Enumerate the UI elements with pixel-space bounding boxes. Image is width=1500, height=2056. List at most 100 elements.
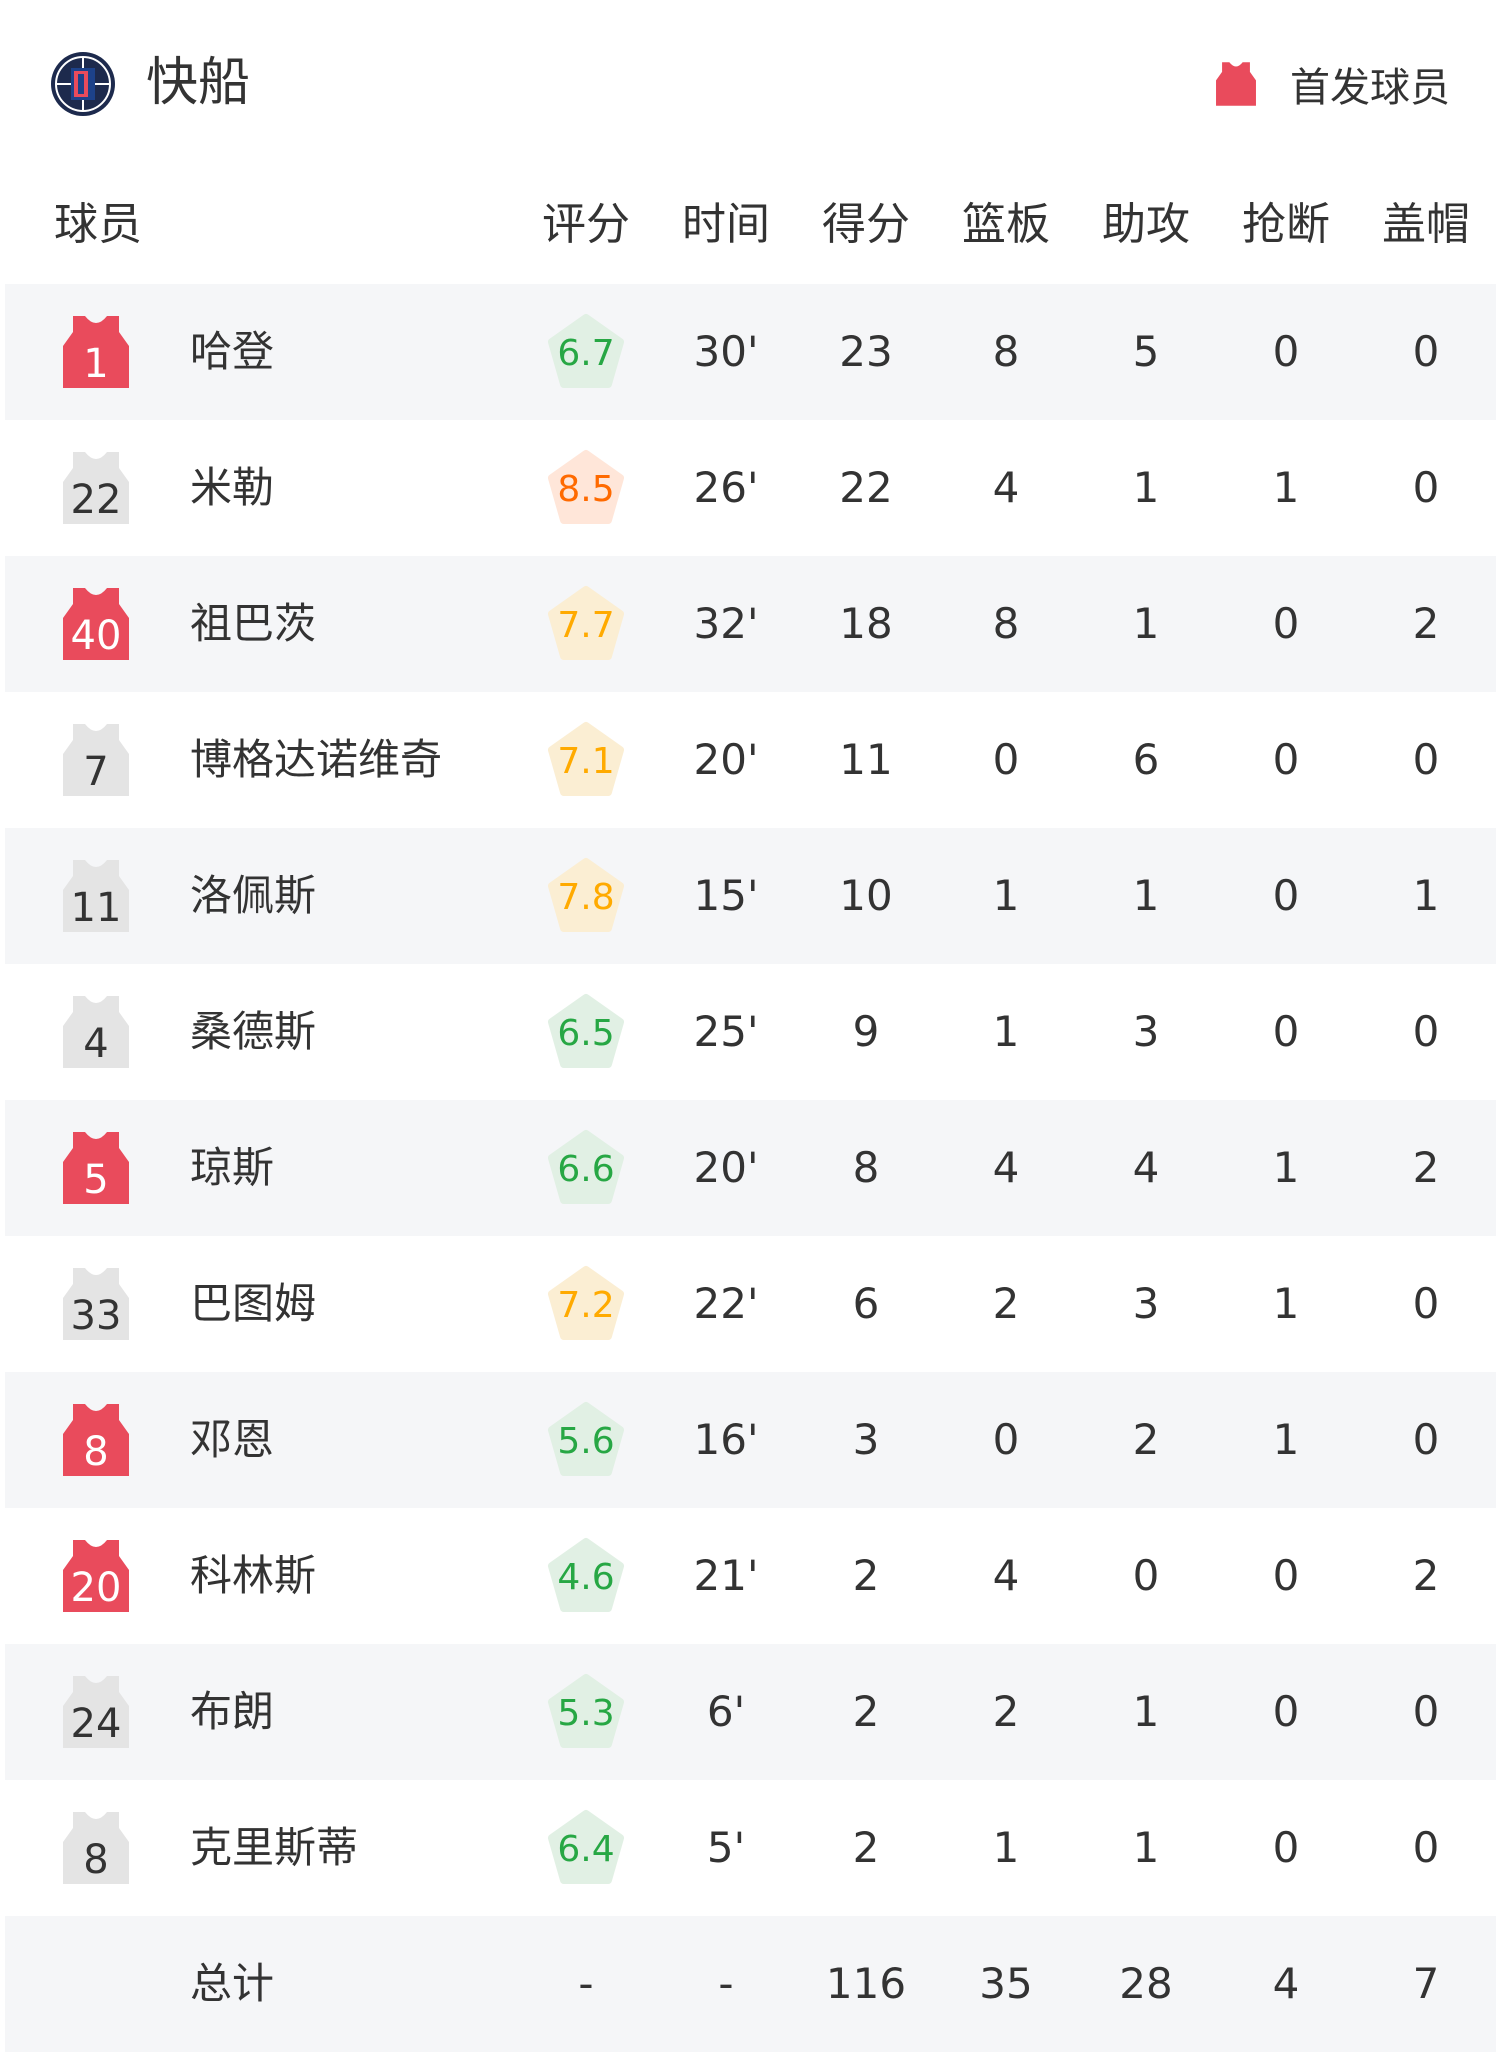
stat-points: 10 <box>839 871 893 920</box>
rating-value: 6.7 <box>557 333 615 374</box>
stat-blocks: 0 <box>1412 1687 1440 1736</box>
player-name[interactable]: 洛佩斯 <box>190 871 317 920</box>
stat-blocks: 0 <box>1412 327 1440 376</box>
player-row[interactable]: 4 桑德斯 6.5 25' 9 1 3 0 0 <box>5 964 1496 1100</box>
stat-points: 2 <box>852 1551 880 1600</box>
stat-points: 8 <box>852 1143 880 1192</box>
player-name[interactable]: 米勒 <box>190 463 275 512</box>
jersey-number: 33 <box>70 1293 122 1339</box>
bench-jersey-icon: 4 <box>61 994 131 1070</box>
starter-jersey-icon: 5 <box>61 1130 131 1206</box>
stat-minutes: 20' <box>693 1143 759 1192</box>
rating-value: 8.5 <box>557 469 615 510</box>
rating-badge: 5.6 <box>546 1400 626 1480</box>
stat-blocks: 2 <box>1412 1143 1440 1192</box>
rating-value: 6.6 <box>557 1149 615 1190</box>
stat-minutes: 32' <box>693 599 759 648</box>
player-row[interactable]: 7 博格达诺维奇 7.1 20' 11 0 6 0 0 <box>5 692 1496 828</box>
player-name[interactable]: 祖巴茨 <box>190 599 317 648</box>
clippers-logo-icon <box>51 52 115 116</box>
red-jersey-icon <box>1216 62 1256 106</box>
jersey-number: 24 <box>70 1701 122 1747</box>
stat-assists: 5 <box>1132 327 1160 376</box>
player-row[interactable]: 40 祖巴茨 7.7 32' 18 8 1 0 2 <box>5 556 1496 692</box>
jersey-number: 5 <box>83 1157 109 1203</box>
stat-rebounds: 0 <box>992 735 1020 784</box>
stat-minutes: 20' <box>693 735 759 784</box>
player-name[interactable]: 琼斯 <box>190 1143 275 1192</box>
player-name[interactable]: 哈登 <box>190 327 275 376</box>
stat-steals: 0 <box>1272 327 1300 376</box>
player-row[interactable]: 1 哈登 6.7 30' 23 8 5 0 0 <box>5 284 1496 420</box>
jersey-number: 8 <box>83 1837 109 1883</box>
bench-jersey-icon: 24 <box>61 1674 131 1750</box>
player-row[interactable]: 8 克里斯蒂 6.4 5' 2 1 1 0 0 <box>5 1780 1496 1916</box>
column-header-minutes: 时间 <box>682 199 770 250</box>
stat-blocks: 2 <box>1412 1551 1440 1600</box>
stat-points: 22 <box>839 463 893 512</box>
rating-badge: 8.5 <box>546 448 626 528</box>
starter-jersey-icon: 1 <box>61 314 131 390</box>
rating-value: 6.4 <box>557 1829 615 1870</box>
stat-rebounds: 4 <box>992 463 1020 512</box>
column-header-player: 球员 <box>54 199 142 250</box>
player-row[interactable]: 22 米勒 8.5 26' 22 4 1 1 0 <box>5 420 1496 556</box>
jersey-number: 1 <box>83 341 109 387</box>
rating-value: 6.5 <box>557 1013 615 1054</box>
rating-value: 7.2 <box>557 1285 615 1326</box>
rating-value: 5.3 <box>557 1693 615 1734</box>
rating-badge: 6.4 <box>546 1808 626 1888</box>
total-rating: - <box>578 1959 594 2008</box>
stat-minutes: 25' <box>693 1007 759 1056</box>
rating-value: 7.1 <box>557 741 615 782</box>
jersey-number: 8 <box>83 1429 109 1475</box>
stat-points: 9 <box>852 1007 880 1056</box>
jersey-number: 4 <box>83 1021 109 1067</box>
jersey-number: 22 <box>70 477 122 523</box>
player-name[interactable]: 巴图姆 <box>190 1279 317 1328</box>
starter-legend-label: 首发球员 <box>1290 65 1450 111</box>
starter-legend: 首发球员 <box>1214 56 1450 112</box>
stat-steals: 0 <box>1272 1551 1300 1600</box>
rating-value: 5.6 <box>557 1421 615 1462</box>
player-row[interactable]: 5 琼斯 6.6 20' 8 4 4 1 2 <box>5 1100 1496 1236</box>
stat-minutes: 16' <box>693 1415 759 1464</box>
stat-points: 2 <box>852 1823 880 1872</box>
stat-rebounds: 4 <box>992 1551 1020 1600</box>
player-row[interactable]: 33 巴图姆 7.2 22' 6 2 3 1 0 <box>5 1236 1496 1372</box>
stat-assists: 2 <box>1132 1415 1160 1464</box>
player-name[interactable]: 博格达诺维奇 <box>190 735 443 784</box>
stat-blocks: 0 <box>1412 1279 1440 1328</box>
stat-points: 6 <box>852 1279 880 1328</box>
stat-rebounds: 8 <box>992 327 1020 376</box>
stat-steals: 0 <box>1272 1823 1300 1872</box>
stat-steals: 1 <box>1272 463 1300 512</box>
player-row[interactable]: 11 洛佩斯 7.8 15' 10 1 1 0 1 <box>5 828 1496 964</box>
stat-assists: 4 <box>1132 1143 1160 1192</box>
stat-points: 2 <box>852 1687 880 1736</box>
stat-rebounds: 1 <box>992 1823 1020 1872</box>
player-row[interactable]: 8 邓恩 5.6 16' 3 0 2 1 0 <box>5 1372 1496 1508</box>
stat-blocks: 0 <box>1412 463 1440 512</box>
total-assists: 28 <box>1119 1959 1173 2008</box>
stat-steals: 0 <box>1272 1687 1300 1736</box>
player-name[interactable]: 桑德斯 <box>190 1007 317 1056</box>
stat-blocks: 2 <box>1412 599 1440 648</box>
player-name[interactable]: 克里斯蒂 <box>190 1823 359 1872</box>
player-name[interactable]: 布朗 <box>190 1687 275 1736</box>
column-header-steals: 抢断 <box>1242 199 1330 250</box>
stat-assists: 1 <box>1132 463 1160 512</box>
player-row[interactable]: 20 科林斯 4.6 21' 2 4 0 0 2 <box>5 1508 1496 1644</box>
total-rebounds: 35 <box>979 1959 1033 2008</box>
player-name[interactable]: 邓恩 <box>190 1415 275 1464</box>
total-minutes: - <box>718 1959 734 2008</box>
stat-steals: 1 <box>1272 1279 1300 1328</box>
total-points: 116 <box>825 1959 907 2008</box>
rating-badge: 7.7 <box>546 584 626 664</box>
stat-assists: 1 <box>1132 1687 1160 1736</box>
jersey-number: 11 <box>70 885 122 931</box>
rating-badge: 5.3 <box>546 1672 626 1752</box>
rating-badge: 6.5 <box>546 992 626 1072</box>
player-name[interactable]: 科林斯 <box>190 1551 317 1600</box>
player-row[interactable]: 24 布朗 5.3 6' 2 2 1 0 0 <box>5 1644 1496 1780</box>
